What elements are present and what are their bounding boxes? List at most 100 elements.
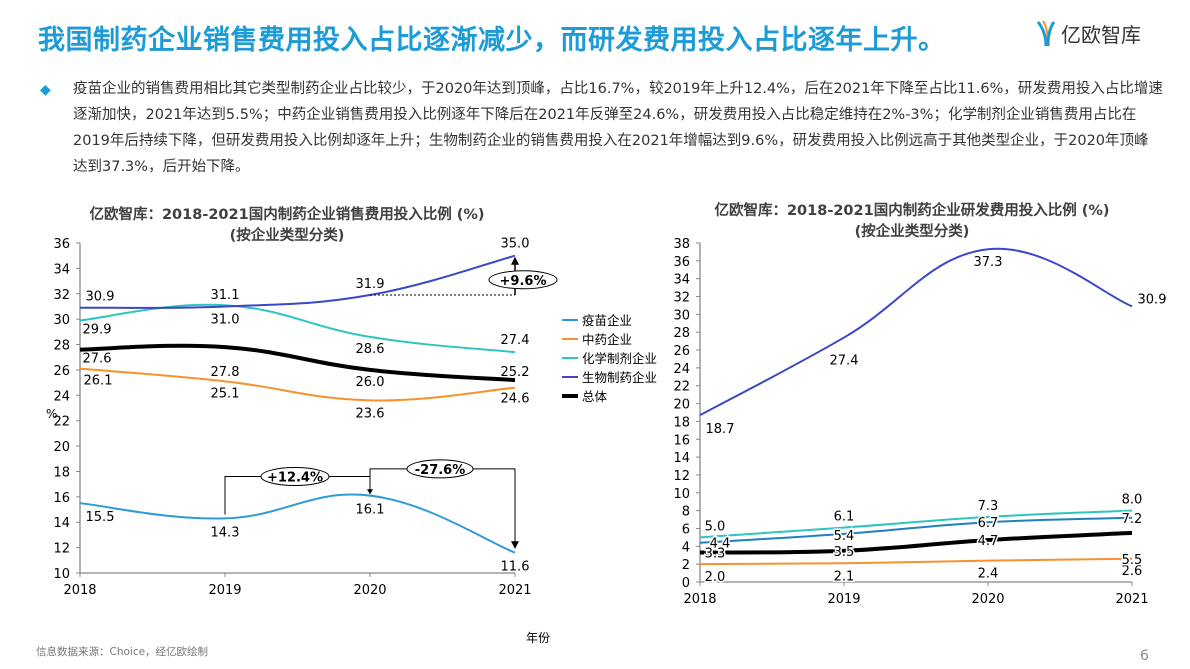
y-tick-label: 20: [673, 398, 690, 413]
logo-text: 亿欧智库: [1061, 22, 1141, 47]
y-tick-label: 36: [53, 237, 70, 252]
annotation-label: -27.6%: [415, 463, 466, 478]
data-label: 24.6: [501, 392, 530, 407]
y-tick-label: 22: [53, 415, 70, 430]
annotation-ellipse: [406, 459, 474, 479]
legend-label: 中药企业: [582, 332, 632, 347]
legend-label: 化学制剂企业: [582, 351, 657, 366]
annotation-ellipse: [260, 467, 330, 487]
data-label: 31.1: [211, 288, 240, 303]
data-label: 2.1: [834, 569, 855, 584]
y-tick-label: 2: [682, 558, 690, 573]
data-label: 27.8: [211, 365, 240, 380]
data-label: 30.9: [1138, 292, 1167, 307]
data-label: 16.1: [356, 503, 385, 518]
data-label: 31.9: [356, 277, 385, 292]
data-label: 2.6: [1122, 564, 1143, 579]
x-tick-label: 2021: [498, 583, 531, 598]
legend-label: 疫苗企业: [582, 313, 632, 328]
data-label: 27.6: [83, 352, 112, 367]
logo: 亿欧智库: [1035, 18, 1141, 48]
x-tick-label: 2019: [827, 592, 860, 607]
y-tick-label: 30: [53, 313, 70, 328]
y-tick-label: 14: [673, 451, 690, 466]
data-label: 3.5: [834, 545, 855, 560]
series-line-1: [79, 367, 516, 402]
summary-text: 疫苗企业的销售费用相比其它类型制药企业占比较少，于2020年达到顶峰，占比16.…: [73, 81, 1163, 175]
y-tick-label: 28: [53, 339, 70, 354]
data-label: 4.7: [978, 534, 999, 549]
series-line-1: [699, 557, 1133, 566]
y-tick-label: 0: [682, 576, 690, 591]
y-tick-label: 18: [673, 415, 690, 430]
data-label: 15.5: [86, 510, 115, 525]
chart1-subtitle: (按企业类型分类): [230, 226, 345, 244]
x-tick-label: 2018: [683, 592, 716, 607]
data-label: 23.6: [356, 406, 385, 421]
data-label: 2.0: [705, 570, 726, 585]
y-tick-label: 28: [673, 326, 690, 341]
y-tick-label: 36: [673, 255, 690, 270]
data-label: 37.3: [974, 255, 1003, 270]
data-label: 6.1: [834, 510, 855, 525]
data-label: 29.9: [83, 322, 112, 337]
y-tick-label: 26: [53, 364, 70, 379]
y-tick-label: 12: [53, 542, 70, 557]
data-label: 26.0: [356, 375, 385, 390]
data-label: 3.3: [705, 547, 726, 562]
source-note: 信息数据来源：Choice，经亿欧绘制: [36, 646, 209, 658]
data-label: 8.0: [1122, 493, 1143, 508]
data-label: 28.6: [356, 342, 385, 357]
y-tick-label: 32: [53, 288, 70, 303]
y-tick-label: 16: [673, 433, 690, 448]
y-tick-label: 10: [673, 487, 690, 502]
chart2-subtitle: (按企业类型分类): [855, 222, 970, 240]
page-number: 6: [1140, 648, 1149, 664]
chart2-title: 亿欧智库：2018-2021国内制药企业研发费用投入比例 (%): [714, 201, 1109, 219]
y-tick-label: 8: [682, 505, 690, 520]
page-title: 我国制药企业销售费用投入占比逐渐减少，而研发费用投入占比逐年上升。: [38, 25, 946, 56]
y-tick-label: 16: [53, 491, 70, 506]
y-tick-label: 12: [673, 469, 690, 484]
data-label: 25.2: [501, 365, 530, 380]
y-tick-label: 10: [53, 567, 70, 582]
y-tick-label: 24: [673, 362, 690, 377]
y-tick-label: 32: [673, 291, 690, 306]
y-tick-label: 26: [673, 344, 690, 359]
data-label: 5.4: [834, 529, 855, 544]
data-label: 7.3: [978, 499, 999, 514]
series-line-2: [79, 303, 516, 354]
data-label: 2.4: [978, 567, 999, 582]
data-label: 27.4: [501, 333, 530, 348]
annotation-label: +9.6%: [500, 274, 547, 289]
y-tick-label: 18: [53, 465, 70, 480]
logo-icon: [1036, 20, 1056, 47]
legend-label: 总体: [582, 389, 608, 404]
y-tick-label: 24: [53, 389, 70, 404]
diamond-icon: ◆: [40, 82, 51, 98]
y-tick-label: 14: [53, 516, 70, 531]
data-label: 35.0: [501, 237, 530, 252]
x-tick-label: 2020: [971, 592, 1004, 607]
series-line-0: [699, 516, 1133, 544]
data-label: 14.3: [211, 525, 240, 540]
chart1-xlabel: 年份: [526, 631, 550, 645]
y-tick-label: 6: [682, 522, 690, 537]
y-tick-label: 38: [673, 237, 690, 252]
x-tick-label: 2018: [63, 583, 96, 598]
data-label: 18.7: [706, 422, 735, 437]
y-tick-label: 4: [682, 540, 690, 555]
data-label: 5.0: [705, 519, 726, 534]
y-tick-label: 30: [673, 308, 690, 323]
legend-label: 生物制药企业: [582, 370, 657, 385]
y-tick-label: 34: [53, 262, 70, 277]
chart1-ylabel: %: [46, 407, 57, 421]
data-label: 4.4: [710, 537, 731, 552]
series-line-2: [699, 509, 1133, 539]
arrow-up-icon: [511, 256, 519, 265]
data-label: 11.6: [501, 560, 530, 575]
y-tick-label: 22: [673, 380, 690, 395]
data-label: 27.4: [830, 354, 859, 369]
